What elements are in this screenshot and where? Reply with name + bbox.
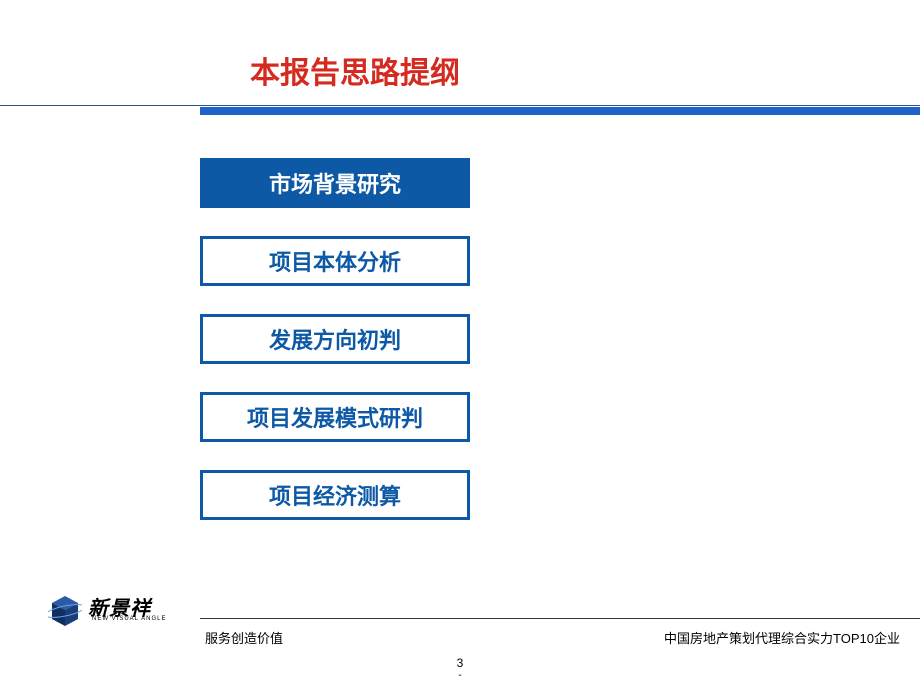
header-rule-thin — [0, 105, 920, 106]
menu-item-3: 发展方向初判 — [200, 314, 470, 364]
menu-item-1: 市场背景研究 — [200, 158, 470, 208]
footer-rule — [200, 618, 920, 619]
logo-cube-icon — [48, 594, 82, 628]
menu-item-5: 项目经济测算 — [200, 470, 470, 520]
page-number: 3 — [0, 656, 920, 670]
header-rule-thick — [200, 107, 920, 115]
menu-item-4: 项目发展模式研判 — [200, 392, 470, 442]
footer-right-text: 中国房地产策划代理综合实力TOP10企业 — [664, 628, 900, 647]
footer-tagline: 服务创造价值 — [205, 628, 283, 647]
brand-logo: 新景祥 NEW VISUAL ANGLE — [48, 590, 188, 632]
page-dash: - — [0, 670, 920, 681]
menu-item-2: 项目本体分析 — [200, 236, 470, 286]
slide-title: 本报告思路提纲 — [250, 48, 460, 92]
outline-menu: 市场背景研究 项目本体分析 发展方向初判 项目发展模式研判 项目经济测算 — [200, 158, 470, 548]
logo-text-en: NEW VISUAL ANGLE — [92, 616, 166, 622]
